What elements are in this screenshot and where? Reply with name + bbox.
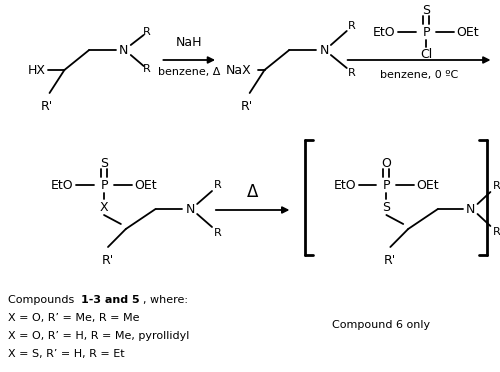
Text: R: R [142, 27, 150, 37]
Text: R': R' [240, 99, 253, 112]
Text: R: R [492, 227, 500, 237]
Text: Cl: Cl [420, 48, 432, 61]
Text: N: N [466, 202, 475, 215]
Text: R: R [348, 21, 356, 31]
Text: N: N [186, 202, 195, 215]
Text: R': R' [384, 254, 396, 267]
Text: EtO: EtO [51, 179, 74, 192]
Text: R: R [348, 68, 356, 78]
Text: OEt: OEt [416, 179, 440, 192]
Text: R': R' [40, 99, 52, 112]
Text: O: O [382, 157, 392, 170]
Text: R: R [214, 228, 222, 238]
Text: P: P [422, 26, 430, 38]
Text: NaH: NaH [176, 35, 203, 48]
Text: P: P [382, 179, 390, 192]
Text: HX: HX [28, 64, 46, 77]
Text: OEt: OEt [456, 26, 479, 38]
Text: R': R' [102, 254, 114, 267]
Text: S: S [382, 201, 390, 214]
Text: X = O, R’ = H, R = Me, pyrollidyl: X = O, R’ = H, R = Me, pyrollidyl [8, 331, 190, 341]
Text: S: S [100, 157, 108, 170]
Text: R: R [492, 181, 500, 191]
Text: EtO: EtO [373, 26, 396, 38]
Text: X = O, R’ = Me, R = Me: X = O, R’ = Me, R = Me [8, 313, 140, 323]
Text: X: X [100, 201, 108, 214]
Text: N: N [119, 44, 128, 57]
Text: S: S [422, 3, 430, 16]
Text: OEt: OEt [134, 179, 157, 192]
Text: N: N [320, 44, 328, 57]
Text: benzene, 0 ºC: benzene, 0 ºC [380, 70, 458, 80]
Text: P: P [100, 179, 108, 192]
Text: Δ: Δ [247, 183, 258, 201]
Text: benzene, Δ: benzene, Δ [158, 67, 220, 77]
Text: Compounds: Compounds [8, 295, 78, 305]
Text: Compound 6 only: Compound 6 only [332, 320, 430, 330]
Text: , where:: , where: [142, 295, 188, 305]
Text: X = S, R’ = H, R = Et: X = S, R’ = H, R = Et [8, 349, 124, 359]
Text: R: R [214, 180, 222, 190]
Text: R: R [142, 64, 150, 74]
Text: NaX: NaX [226, 64, 252, 77]
Text: EtO: EtO [334, 179, 356, 192]
Text: 1-3 and 5: 1-3 and 5 [81, 295, 140, 305]
